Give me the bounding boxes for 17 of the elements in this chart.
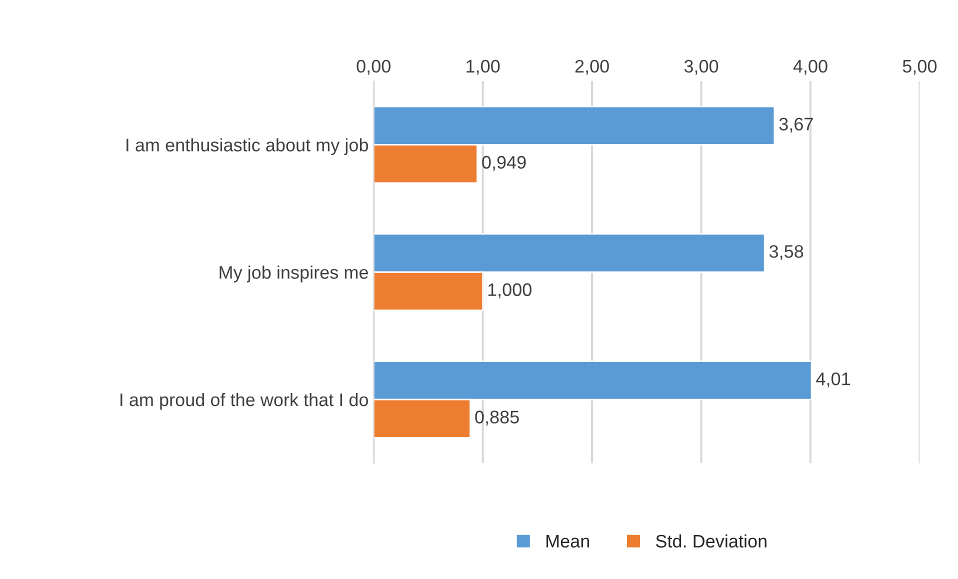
legend-label: Std. Deviation (656, 534, 766, 548)
y-tick-label: I am enthusiastic about my job (126, 138, 368, 156)
data-label: 3,67 (779, 118, 813, 133)
legend-label: Mean (546, 535, 590, 548)
x-tick-label: 0,00 (356, 60, 390, 75)
y-tick-label: I am proud of the work that I do (120, 392, 368, 410)
y-tick-label: My job inspires me (220, 266, 368, 282)
x-tick-label: 1,00 (466, 60, 500, 75)
x-tick-label: 5,00 (902, 60, 937, 75)
x-tick-label: 4,00 (793, 60, 828, 75)
data-label: 4,01 (816, 372, 850, 388)
data-label: 3,58 (769, 245, 804, 260)
x-tick-label: 3,00 (684, 60, 718, 75)
x-tick-label: 2,00 (575, 60, 609, 75)
data-label: 0,949 (482, 156, 526, 171)
data-label: 1,000 (488, 283, 532, 298)
data-label: 0,885 (475, 410, 519, 426)
